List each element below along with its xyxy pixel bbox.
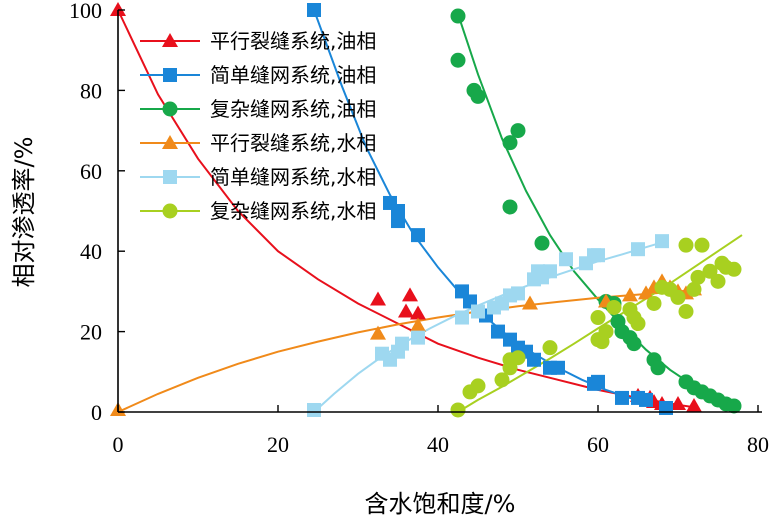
series-3-point [450, 8, 466, 24]
series-6-point [590, 310, 606, 326]
series-6-point [606, 299, 622, 315]
series-6-point [690, 269, 706, 285]
series-1-point [370, 291, 386, 306]
y-tick-label: 0 [91, 400, 102, 425]
series-6-point [710, 273, 726, 289]
series-1-point [670, 395, 686, 410]
axes [117, 10, 762, 413]
y-axis-title: 相对渗透率/% [10, 137, 38, 288]
series-1-point [110, 2, 126, 16]
series-6-point [510, 350, 526, 366]
y-tick-label: 40 [80, 239, 102, 264]
series-6-point [702, 263, 718, 279]
series-2-point [659, 400, 673, 415]
series-6-point [726, 261, 742, 277]
series-4-point [638, 285, 654, 300]
legend-label-2: 简单缝网系统,油相 [210, 63, 376, 87]
series-5-point [655, 234, 669, 249]
series-6-point [670, 289, 686, 305]
series-5-point [455, 310, 469, 325]
legend-label-1: 平行裂缝系统,油相 [210, 29, 376, 53]
y-tick-label: 80 [80, 78, 102, 103]
x-tick-label: 0 [113, 432, 124, 457]
x-tick-label: 60 [587, 432, 609, 457]
series-5-point [591, 248, 605, 263]
series-2-point [307, 3, 321, 17]
x-tick-label: 20 [267, 432, 289, 457]
series-6-point [450, 402, 466, 418]
series-6-point [494, 372, 510, 388]
series-curve-3 [457, 13, 735, 407]
series-curve-5 [313, 241, 663, 413]
legend-marker-3 [162, 101, 178, 117]
series-3-point [510, 123, 526, 139]
y-tick-label: 60 [80, 159, 102, 184]
legend-label-4: 平行裂缝系统,水相 [210, 131, 376, 155]
series-2-point [527, 352, 541, 367]
legend-marker-1 [162, 33, 178, 47]
series-2-point [391, 214, 405, 229]
series-3-point [534, 235, 550, 251]
series-3-point [450, 52, 466, 68]
series-4-point [370, 325, 386, 340]
series-1-point [686, 397, 702, 412]
series-6-point [598, 324, 614, 340]
legend-marker-2 [163, 68, 177, 82]
series-4-point [622, 287, 638, 302]
series-2-point [411, 228, 425, 243]
legend: 平行裂缝系统,油相简单缝网系统,油相复杂缝网系统,油相平行裂缝系统,水相简单缝网… [140, 29, 376, 223]
series-3-point [726, 398, 742, 414]
series-2-point [615, 390, 629, 405]
data-markers [110, 2, 742, 418]
series-5-point [471, 304, 485, 319]
x-tick-label: 40 [427, 432, 449, 457]
axis-ticks: 0 20 40 60 80 0 20 40 60 80 100 [69, 0, 769, 457]
series-5-point [411, 330, 425, 345]
series-3-point [502, 199, 518, 215]
legend-marker-4 [162, 135, 178, 149]
series-1-point [410, 305, 426, 320]
y-tick-label: 100 [69, 0, 102, 23]
series-6-point [678, 237, 694, 253]
series-6-point [646, 295, 662, 311]
series-3-point [502, 135, 518, 151]
series-5-point [307, 402, 321, 417]
series-6-point [694, 237, 710, 253]
series-2-point [551, 360, 565, 375]
legend-label-6: 复杂缝网系统,水相 [210, 199, 376, 223]
series-2-point [639, 392, 653, 407]
y-tick-label: 20 [80, 320, 102, 345]
legend-marker-5 [163, 170, 177, 184]
series-1-point [398, 303, 414, 318]
series-3-point [626, 336, 642, 352]
series-5-point [543, 264, 557, 279]
series-4-point [410, 317, 426, 332]
legend-label-3: 复杂缝网系统,油相 [210, 97, 376, 121]
legend-label-5: 简单缝网系统,水相 [210, 165, 376, 189]
series-3-point [470, 88, 486, 104]
series-6-point [630, 316, 646, 332]
series-5-point [631, 242, 645, 257]
series-5-point [395, 336, 409, 351]
series-6-point [678, 304, 694, 319]
series-6-point [686, 281, 702, 297]
series-4-point [522, 295, 538, 310]
series-5-point [559, 252, 573, 267]
series-2-point [591, 374, 605, 389]
series-6-point [542, 340, 558, 356]
series-1-point [402, 287, 418, 302]
legend-marker-6 [162, 203, 178, 219]
series-3-point [650, 360, 666, 376]
x-axis-title: 含水饱和度/% [365, 490, 516, 518]
series-6-point [470, 378, 486, 394]
series-2-point [491, 324, 505, 339]
series-5-point [511, 286, 525, 301]
x-tick-label: 80 [747, 432, 769, 457]
